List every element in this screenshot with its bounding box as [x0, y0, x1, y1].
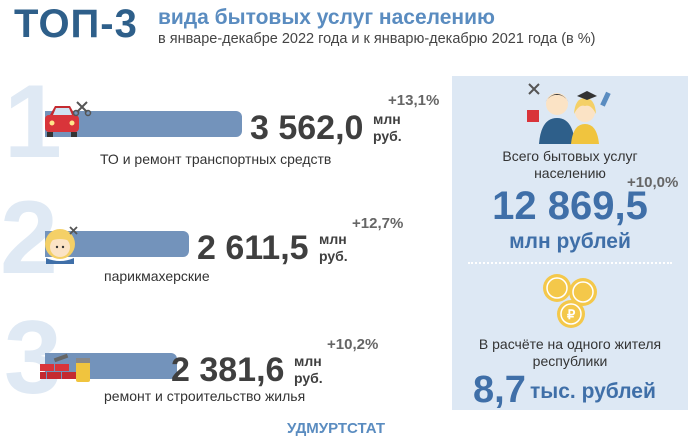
unit-label: млн руб.	[294, 353, 323, 386]
people-icon	[527, 83, 611, 144]
category-label: парикмахерские	[104, 268, 210, 284]
unit-label: млн руб.	[319, 231, 348, 264]
growth-label: +10,2%	[327, 336, 379, 353]
per-capita-unit: тыс. рублей	[530, 380, 656, 403]
bricks-paint-icon	[40, 353, 90, 382]
growth-label: +12,7%	[352, 215, 404, 232]
page-title: вида бытовых услуг населению	[158, 6, 495, 29]
panel-divider	[468, 262, 672, 264]
value-label: 3 562,0	[250, 109, 364, 147]
value-label: 2 611,5	[197, 229, 309, 267]
coins-icon: ₽	[543, 274, 597, 328]
total-growth: +10,0%	[627, 174, 679, 191]
footer-logo-text: УДМУРТСТАТ	[287, 420, 385, 437]
top3-label: ТОП-3	[14, 2, 138, 46]
svg-text:₽: ₽	[567, 307, 576, 322]
page-subtitle: в январе-декабре 2022 года и к январю-де…	[158, 31, 596, 47]
per-capita-label: В расчёте на одного жителя республики	[478, 336, 662, 369]
total-unit: млн рублей	[509, 230, 631, 253]
per-capita-value: 8,7	[473, 369, 526, 411]
total-value: 12 869,5	[492, 184, 648, 228]
unit-label: млн руб.	[373, 111, 402, 144]
growth-label: +13,1%	[388, 92, 440, 109]
category-label: ТО и ремонт транспортных средств	[100, 151, 332, 167]
value-label: 2 381,6	[171, 351, 285, 389]
total-label: Всего бытовых услуг населению	[502, 148, 638, 181]
category-label: ремонт и строительство жилья	[104, 388, 306, 404]
car-icon	[45, 101, 92, 137]
hairdresser-icon	[45, 226, 78, 264]
